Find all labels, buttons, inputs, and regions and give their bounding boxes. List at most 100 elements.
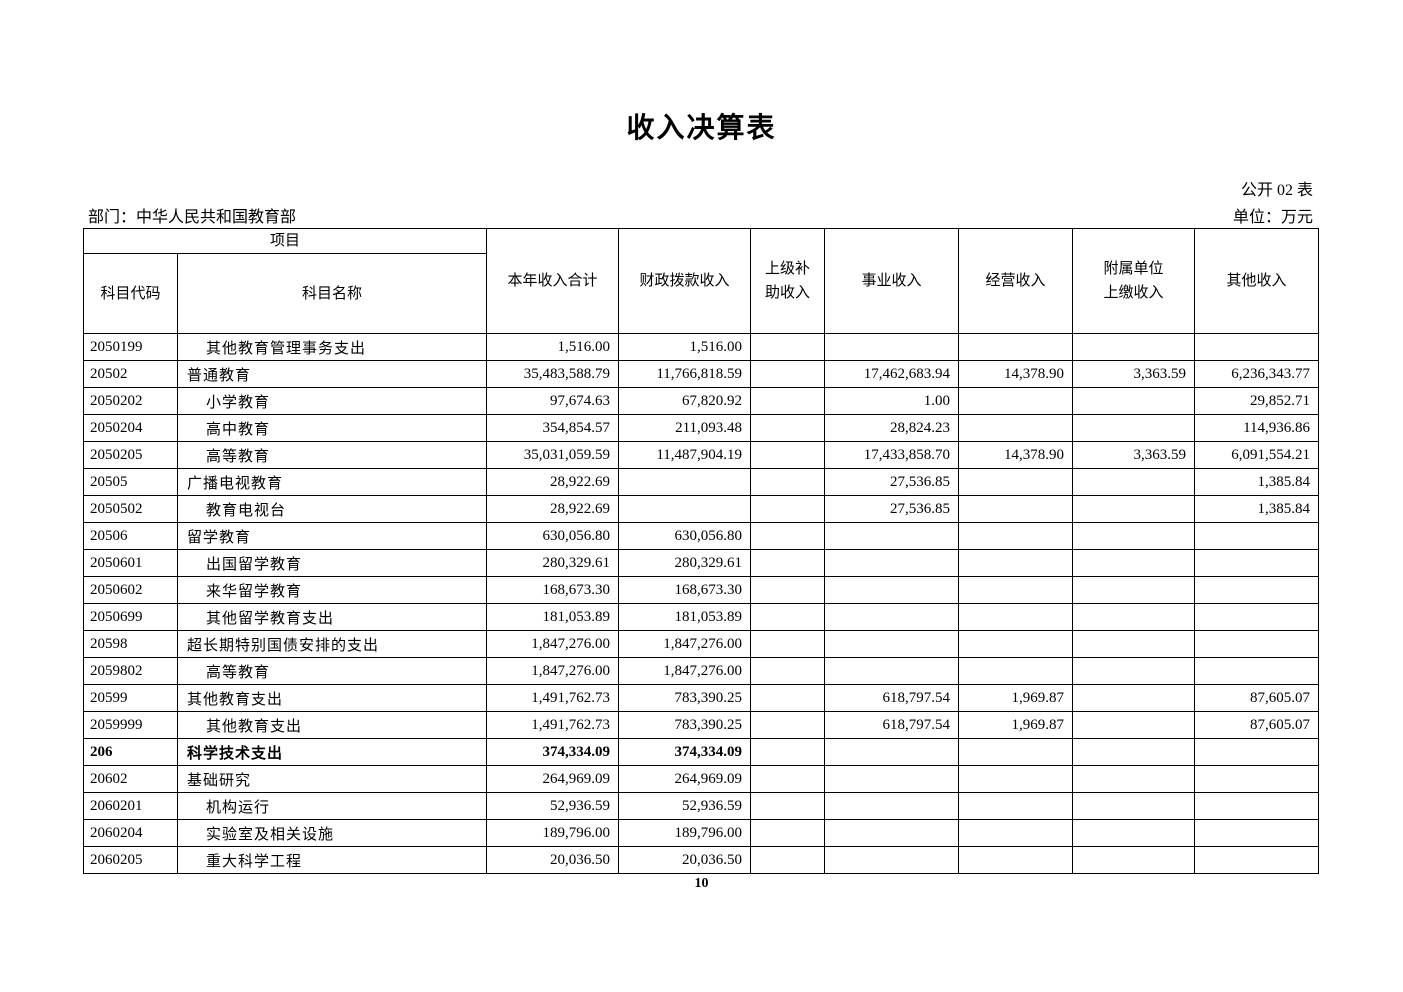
cell-value: 27,536.85 [824,495,960,523]
cell-name: 小学教育 [176,387,488,415]
cell-value: 211,093.48 [618,414,752,442]
cell-value [958,603,1074,631]
table-row: 2050199 其他教育管理事务支出 1,516.00 1,516.00 [83,333,1320,361]
cell-value [750,333,826,361]
cell-value: 87,605.07 [1194,684,1320,712]
cell-value [824,657,960,685]
cell-value: 783,390.25 [618,684,752,712]
cell-value [958,630,1074,658]
cell-value: 1,969.87 [958,684,1074,712]
cell-value: 181,053.89 [618,603,752,631]
table-row: 20599 其他教育支出 1,491,762.73 783,390.25 618… [83,684,1320,712]
cell-value: 3,363.59 [1072,441,1196,469]
cell-value: 783,390.25 [618,711,752,739]
table-row: 20505 广播电视教育 28,922.69 27,536.85 1,385.8… [83,468,1320,496]
table-row: 20502 普通教育 35,483,588.79 11,766,818.59 1… [83,360,1320,388]
cell-value [1072,576,1196,604]
cell-name: 普通教育 [176,360,488,388]
cell-value [824,549,960,577]
cell-value: 618,797.54 [824,711,960,739]
cell-value [958,576,1074,604]
cell-value: 17,433,858.70 [824,441,960,469]
table-row: 2050602 来华留学教育 168,673.30 168,673.30 [83,576,1320,604]
cell-value: 27,536.85 [824,468,960,496]
cell-value [1194,603,1320,631]
cell-value [958,657,1074,685]
table-row: 2050204 高中教育 354,854.57 211,093.48 28,82… [83,414,1320,442]
cell-value [824,522,960,550]
header-business-income: 经营收入 [958,228,1074,334]
table-row: 206 科学技术支出 374,334.09 374,334.09 [83,738,1320,766]
cell-value: 20,036.50 [486,846,620,874]
cell-value: 630,056.80 [486,522,620,550]
cell-value [958,738,1074,766]
cell-value [958,468,1074,496]
cell-value [824,630,960,658]
cell-value [1072,765,1196,793]
table-header: 项目 本年收入合计 财政拨款收入 上级补 助收入 事业收入 经营收入 附属单位 … [82,228,1320,334]
table-row: 2060201 机构运行 52,936.59 52,936.59 [83,792,1320,820]
cell-value [1194,549,1320,577]
cell-value [750,576,826,604]
cell-value: 14,378.90 [958,360,1074,388]
cell-code: 2060201 [83,792,178,820]
cell-value [750,522,826,550]
cell-value: 97,674.63 [486,387,620,415]
cell-value: 1,516.00 [618,333,752,361]
cell-name: 其他教育管理事务支出 [176,333,488,361]
cell-value [958,792,1074,820]
cell-value: 28,922.69 [486,468,620,496]
cell-value: 1,385.84 [1194,495,1320,523]
income-table: 项目 本年收入合计 财政拨款收入 上级补 助收入 事业收入 经营收入 附属单位 … [82,228,1320,874]
table-row: 2059802 高等教育 1,847,276.00 1,847,276.00 [83,657,1320,685]
cell-code: 20599 [83,684,178,712]
cell-code: 2050202 [83,387,178,415]
cell-value: 280,329.61 [618,549,752,577]
cell-value [824,819,960,847]
cell-value [824,765,960,793]
cell-value [824,603,960,631]
cell-value [958,414,1074,442]
cell-value [1072,522,1196,550]
table-row: 20602 基础研究 264,969.09 264,969.09 [83,765,1320,793]
cell-value: 29,852.71 [1194,387,1320,415]
cell-value [750,387,826,415]
cell-name: 留学教育 [176,522,488,550]
cell-value [958,819,1074,847]
cell-value: 354,854.57 [486,414,620,442]
cell-value: 1,847,276.00 [486,657,620,685]
cell-value [958,333,1074,361]
cell-value [1072,549,1196,577]
cell-value [1194,846,1320,874]
header-other-income: 其他收入 [1194,228,1320,334]
cell-code: 2059999 [83,711,178,739]
cell-value: 87,605.07 [1194,711,1320,739]
cell-name: 出国留学教育 [176,549,488,577]
cell-code: 20506 [83,522,178,550]
cell-value: 168,673.30 [486,576,620,604]
cell-value [618,468,752,496]
cell-value [750,603,826,631]
cell-name: 其他教育支出 [176,711,488,739]
cell-code: 2050199 [83,333,178,361]
cell-code: 2050699 [83,603,178,631]
cell-code: 2050602 [83,576,178,604]
header-fiscal-appropriation: 财政拨款收入 [618,228,752,334]
header-affiliate-remittance: 附属单位 上缴收入 [1072,228,1196,334]
cell-value: 630,056.80 [618,522,752,550]
cell-value: 280,329.61 [486,549,620,577]
cell-name: 机构运行 [176,792,488,820]
cell-value: 28,922.69 [486,495,620,523]
cell-value [1072,684,1196,712]
cell-value: 374,334.09 [618,738,752,766]
table-body: 2050199 其他教育管理事务支出 1,516.00 1,516.00 205… [83,333,1320,874]
table-row: 2050601 出国留学教育 280,329.61 280,329.61 [83,549,1320,577]
table-row: 2050699 其他留学教育支出 181,053.89 181,053.89 [83,603,1320,631]
cell-value: 1,491,762.73 [486,684,620,712]
cell-name: 超长期特别国债安排的支出 [176,630,488,658]
cell-value [1072,630,1196,658]
cell-value [750,792,826,820]
cell-name: 其他教育支出 [176,684,488,712]
cell-value [1194,738,1320,766]
cell-value: 1,385.84 [1194,468,1320,496]
